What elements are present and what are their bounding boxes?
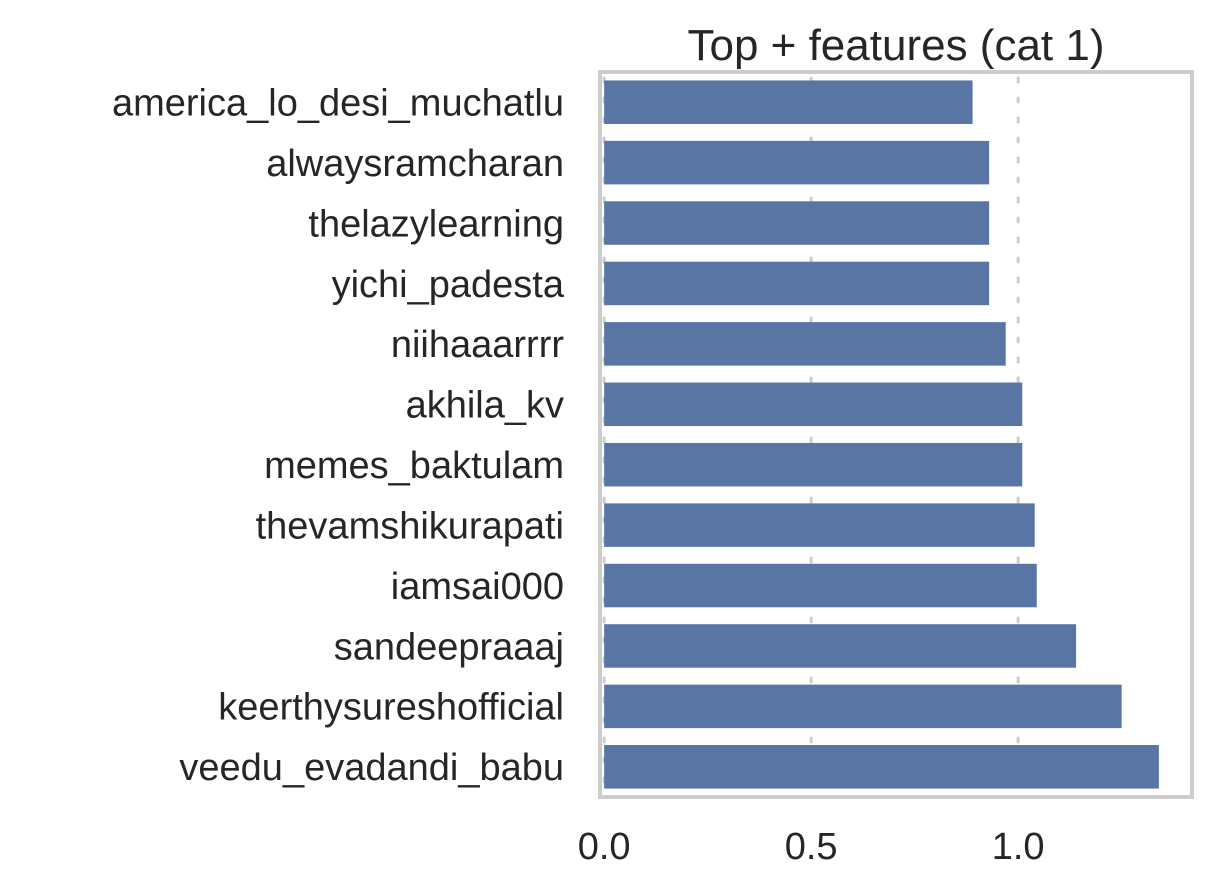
bar-alwaysramcharan xyxy=(604,140,990,185)
category-label: sandeepraaaj xyxy=(334,626,564,668)
category-label: iamsai000 xyxy=(391,566,564,608)
bars xyxy=(604,80,1159,789)
bar-yichi_padesta xyxy=(604,261,990,306)
chart-title: Top + features (cat 1) xyxy=(688,21,1105,70)
category-label: america_lo_desi_muchatlu xyxy=(112,83,564,125)
category-label: thelazylearning xyxy=(308,203,564,245)
x-tick-labels: 0.0 0.5 1.0 xyxy=(578,826,1045,868)
bar-veedu_evadandi_babu xyxy=(604,745,1159,789)
bar-memes_baktulam xyxy=(604,442,1023,487)
bar-sandeepraaaj xyxy=(604,624,1077,668)
category-label: keerthysureshofficial xyxy=(218,687,564,729)
category-label: veedu_evadandi_babu xyxy=(179,747,564,789)
category-label: yichi_padesta xyxy=(332,264,565,306)
x-tick-label: 0.0 xyxy=(578,826,631,868)
category-label: thevamshikurapati xyxy=(256,505,564,547)
x-tick-label: 1.0 xyxy=(992,826,1045,868)
bar-thevamshikurapati xyxy=(604,503,1035,547)
bar-keerthysureshofficial xyxy=(604,684,1122,729)
category-label: alwaysramcharan xyxy=(266,143,564,185)
bar-niihaaarrrr xyxy=(604,322,1006,366)
category-label: memes_baktulam xyxy=(264,445,564,487)
bar-thelazylearning xyxy=(604,201,990,245)
plot-frame xyxy=(598,70,1194,799)
category-label: niihaaarrrr xyxy=(391,324,565,366)
bar-akhila_kv xyxy=(604,382,1023,427)
category-label: akhila_kv xyxy=(406,385,564,427)
bar-iamsai000 xyxy=(604,563,1037,608)
category-labels: america_lo_desi_muchatlu alwaysramcharan t… xyxy=(112,83,565,790)
bar-america_lo_desi_muchatlu xyxy=(604,80,973,124)
x-tick-label: 0.5 xyxy=(785,826,838,868)
grid-lines xyxy=(602,76,1020,795)
